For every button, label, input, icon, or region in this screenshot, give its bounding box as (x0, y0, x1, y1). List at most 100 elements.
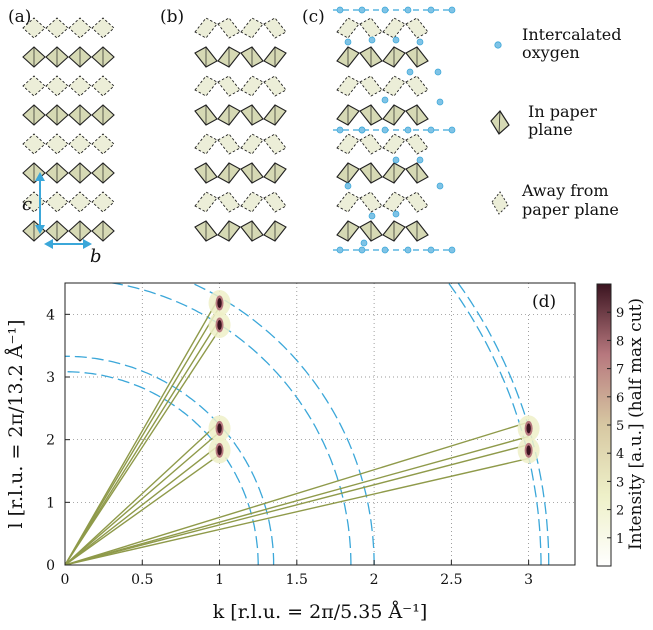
oxygen-atom (436, 182, 444, 190)
peak-core (217, 298, 222, 309)
colorbar-tick-label: 2 (616, 504, 624, 519)
octahedron (382, 75, 406, 97)
oxygen-atom (416, 38, 424, 46)
colorbar-tick-label: 1 (616, 532, 624, 547)
colorbar-tick-label: 7 (616, 363, 624, 378)
oxygen-atom (392, 156, 400, 164)
legend-oxygen-line2: oxygen (522, 43, 580, 62)
colorbar-label: Intensity [a.u.] (half max cut) (626, 298, 646, 550)
oxygen-atom (404, 246, 412, 254)
scan-line (65, 328, 221, 565)
oxygen-atom (448, 246, 456, 254)
q-arc (65, 355, 275, 565)
scan-lines (65, 296, 529, 565)
oxygen-atom (368, 212, 376, 220)
oxygen-atom (406, 68, 414, 76)
oxygen-atom (358, 126, 366, 134)
c-axis-arrow (35, 172, 45, 234)
peak-core (217, 445, 222, 456)
oxygen-atom (336, 126, 344, 134)
octahedron (194, 75, 218, 97)
structure-panel-a (22, 17, 115, 242)
peak-core (526, 445, 531, 456)
x-tick-label: 1 (215, 572, 224, 588)
colorbar-ticks: 1 2 3 4 5 6 7 8 9 (607, 306, 624, 547)
y-tick-label: 1 (46, 495, 55, 511)
b-axis-arrow (44, 239, 92, 249)
octahedron (240, 17, 264, 39)
scan-line (65, 306, 221, 565)
octahedron (359, 75, 383, 97)
octahedron (91, 17, 115, 39)
octahedron (45, 191, 69, 213)
panel-d-label-bg (527, 288, 569, 314)
x-tick-label: 0 (61, 572, 70, 588)
octahedron (240, 133, 264, 155)
structure-panel-b (194, 17, 287, 242)
octahedron (91, 133, 115, 155)
octahedron (263, 75, 287, 97)
octahedron (359, 191, 383, 213)
octahedron (336, 75, 360, 97)
oxygen-atom (448, 6, 456, 14)
octahedron (68, 133, 92, 155)
peak-core (217, 423, 222, 434)
oxygen-atom (368, 36, 376, 44)
colorbar-tick-label: 8 (616, 334, 624, 349)
octahedron (194, 17, 218, 39)
oxygen-atom (344, 38, 352, 46)
panel-label-c: (c) (302, 7, 325, 27)
octahedron (68, 75, 92, 97)
scan-line (65, 318, 221, 565)
octahedron (405, 191, 429, 213)
legend-inplane-line2: plane (528, 120, 573, 139)
oxygen-atom (381, 246, 389, 254)
axis-ticks: 0 0.5 1 1.5 2 2.5 3 0 1 2 3 4 (46, 307, 533, 588)
octahedron (217, 17, 241, 39)
panel-label-d: (d) (532, 292, 556, 312)
octahedron (194, 133, 218, 155)
x-tick-label: 2.5 (440, 572, 462, 588)
y-axis-label: l [r.l.u. = 2π/13.2 Å⁻¹] (5, 319, 27, 528)
legend-inplane-line1: In paper (528, 102, 597, 121)
oxygen-atom (336, 246, 344, 254)
oxygen-atom (358, 6, 366, 14)
octahedron (45, 17, 69, 39)
scan-line (65, 421, 529, 565)
y-tick-label: 0 (46, 558, 55, 574)
octahedron (240, 75, 264, 97)
octahedron (405, 75, 429, 97)
octahedron (240, 191, 264, 213)
legend-oxygen-line1: Intercalated (522, 25, 621, 44)
x-tick-label: 3 (524, 572, 533, 588)
q-arc (190, 283, 375, 565)
octahedron (382, 191, 406, 213)
octahedron (336, 17, 360, 39)
octahedron (217, 75, 241, 97)
octahedron (263, 191, 287, 213)
away-octahedron-icon (491, 191, 509, 215)
in-plane-octahedron-edge (498, 110, 501, 135)
plot-area (65, 283, 575, 565)
scan-line (65, 457, 529, 565)
scan-line (65, 435, 529, 565)
peak-core (526, 423, 531, 434)
octahedron (45, 75, 69, 97)
octahedron (336, 191, 360, 213)
scan-line (65, 296, 221, 565)
octahedron (359, 133, 383, 155)
octahedron (194, 191, 218, 213)
colorbar-tick-label: 3 (616, 475, 624, 490)
oxygen-atom (427, 246, 435, 254)
plot-frame (64, 282, 576, 566)
octahedron (91, 191, 115, 213)
panel-label-a: (a) (8, 7, 31, 27)
scan-line (65, 454, 220, 565)
scan-line (65, 444, 529, 565)
octahedron (217, 133, 241, 155)
legend-away-line2: paper plane (522, 200, 619, 219)
x-tick-label: 2 (370, 572, 379, 588)
oxygen-atom (404, 126, 412, 134)
oxygen-atom (344, 182, 352, 190)
octahedron (22, 133, 46, 155)
